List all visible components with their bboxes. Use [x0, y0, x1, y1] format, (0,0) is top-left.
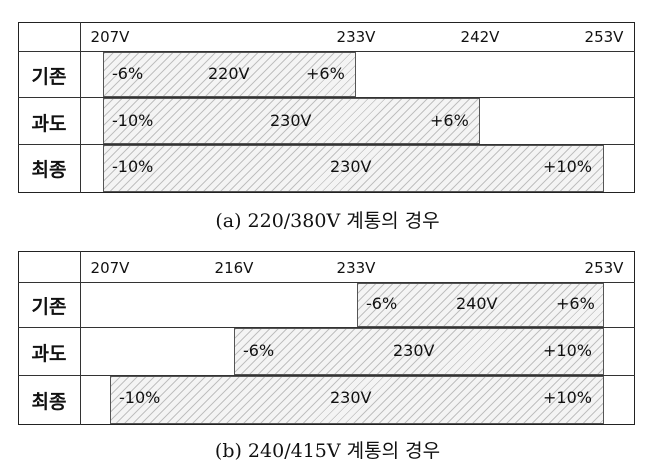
panel-b-row-label: 기존 [31, 296, 67, 318]
panel-b-tick-label: 216V [214, 259, 254, 277]
panel-a-range-band-transition [103, 98, 480, 144]
panel-b-header-divider [18, 282, 635, 283]
panel-b-row-label: 최종 [31, 391, 67, 413]
band-min-label: -10% [112, 111, 154, 130]
panel-b-tick-label: 233V [336, 259, 376, 277]
panel-a-tick-label: 233V [336, 28, 376, 46]
band-center-label: 220V [208, 64, 250, 83]
band-center-label: 230V [330, 388, 372, 407]
panel-b-range-band-final [110, 376, 604, 424]
band-min-label: -10% [119, 388, 161, 407]
panel-b-range-band-transition [234, 328, 604, 375]
band-max-label: +6% [306, 64, 345, 83]
band-max-label: +10% [543, 341, 592, 360]
panel-b-range-band-existing [357, 283, 604, 327]
panel-b-tick-label: 207V [90, 259, 130, 277]
panel-a-row-label: 과도 [31, 113, 67, 135]
panel-a-row-label: 기존 [31, 66, 67, 88]
panel-a-label-divider [80, 22, 81, 193]
panel-a-range-band-existing [103, 52, 356, 97]
band-min-label: -10% [112, 157, 154, 176]
panel-b-caption: (b) 240/415V 계통의 경우 [214, 440, 441, 462]
band-center-label: 230V [393, 341, 435, 360]
band-center-label: 240V [456, 294, 498, 313]
panel-b-row-divider [18, 375, 635, 376]
panel-a-row-label: 최종 [31, 159, 67, 181]
band-max-label: +6% [556, 294, 595, 313]
panel-a-frame [18, 22, 635, 193]
panel-b-tick-label: 253V [584, 259, 624, 277]
band-min-label: -6% [112, 64, 144, 83]
panel-b-row-label: 과도 [31, 343, 67, 365]
panel-a-row-divider [18, 97, 635, 98]
panel-a-row-divider [18, 144, 635, 145]
band-max-label: +10% [543, 157, 592, 176]
panel-a-tick-label: 207V [90, 28, 130, 46]
panel-b-label-divider [80, 251, 81, 425]
panel-b-row-divider [18, 327, 635, 328]
band-min-label: -6% [243, 341, 275, 360]
panel-a-tick-label: 242V [460, 28, 500, 46]
panel-a-caption: (a) 220/380V 계통의 경우 [215, 210, 440, 232]
band-center-label: 230V [270, 111, 312, 130]
panel-a-range-band-final [103, 145, 604, 192]
panel-a-header-divider [18, 51, 635, 52]
band-max-label: +6% [430, 111, 469, 130]
band-min-label: -6% [366, 294, 398, 313]
band-center-label: 230V [330, 157, 372, 176]
panel-b-frame [18, 251, 635, 425]
panel-a-tick-label: 253V [584, 28, 624, 46]
band-max-label: +10% [543, 388, 592, 407]
